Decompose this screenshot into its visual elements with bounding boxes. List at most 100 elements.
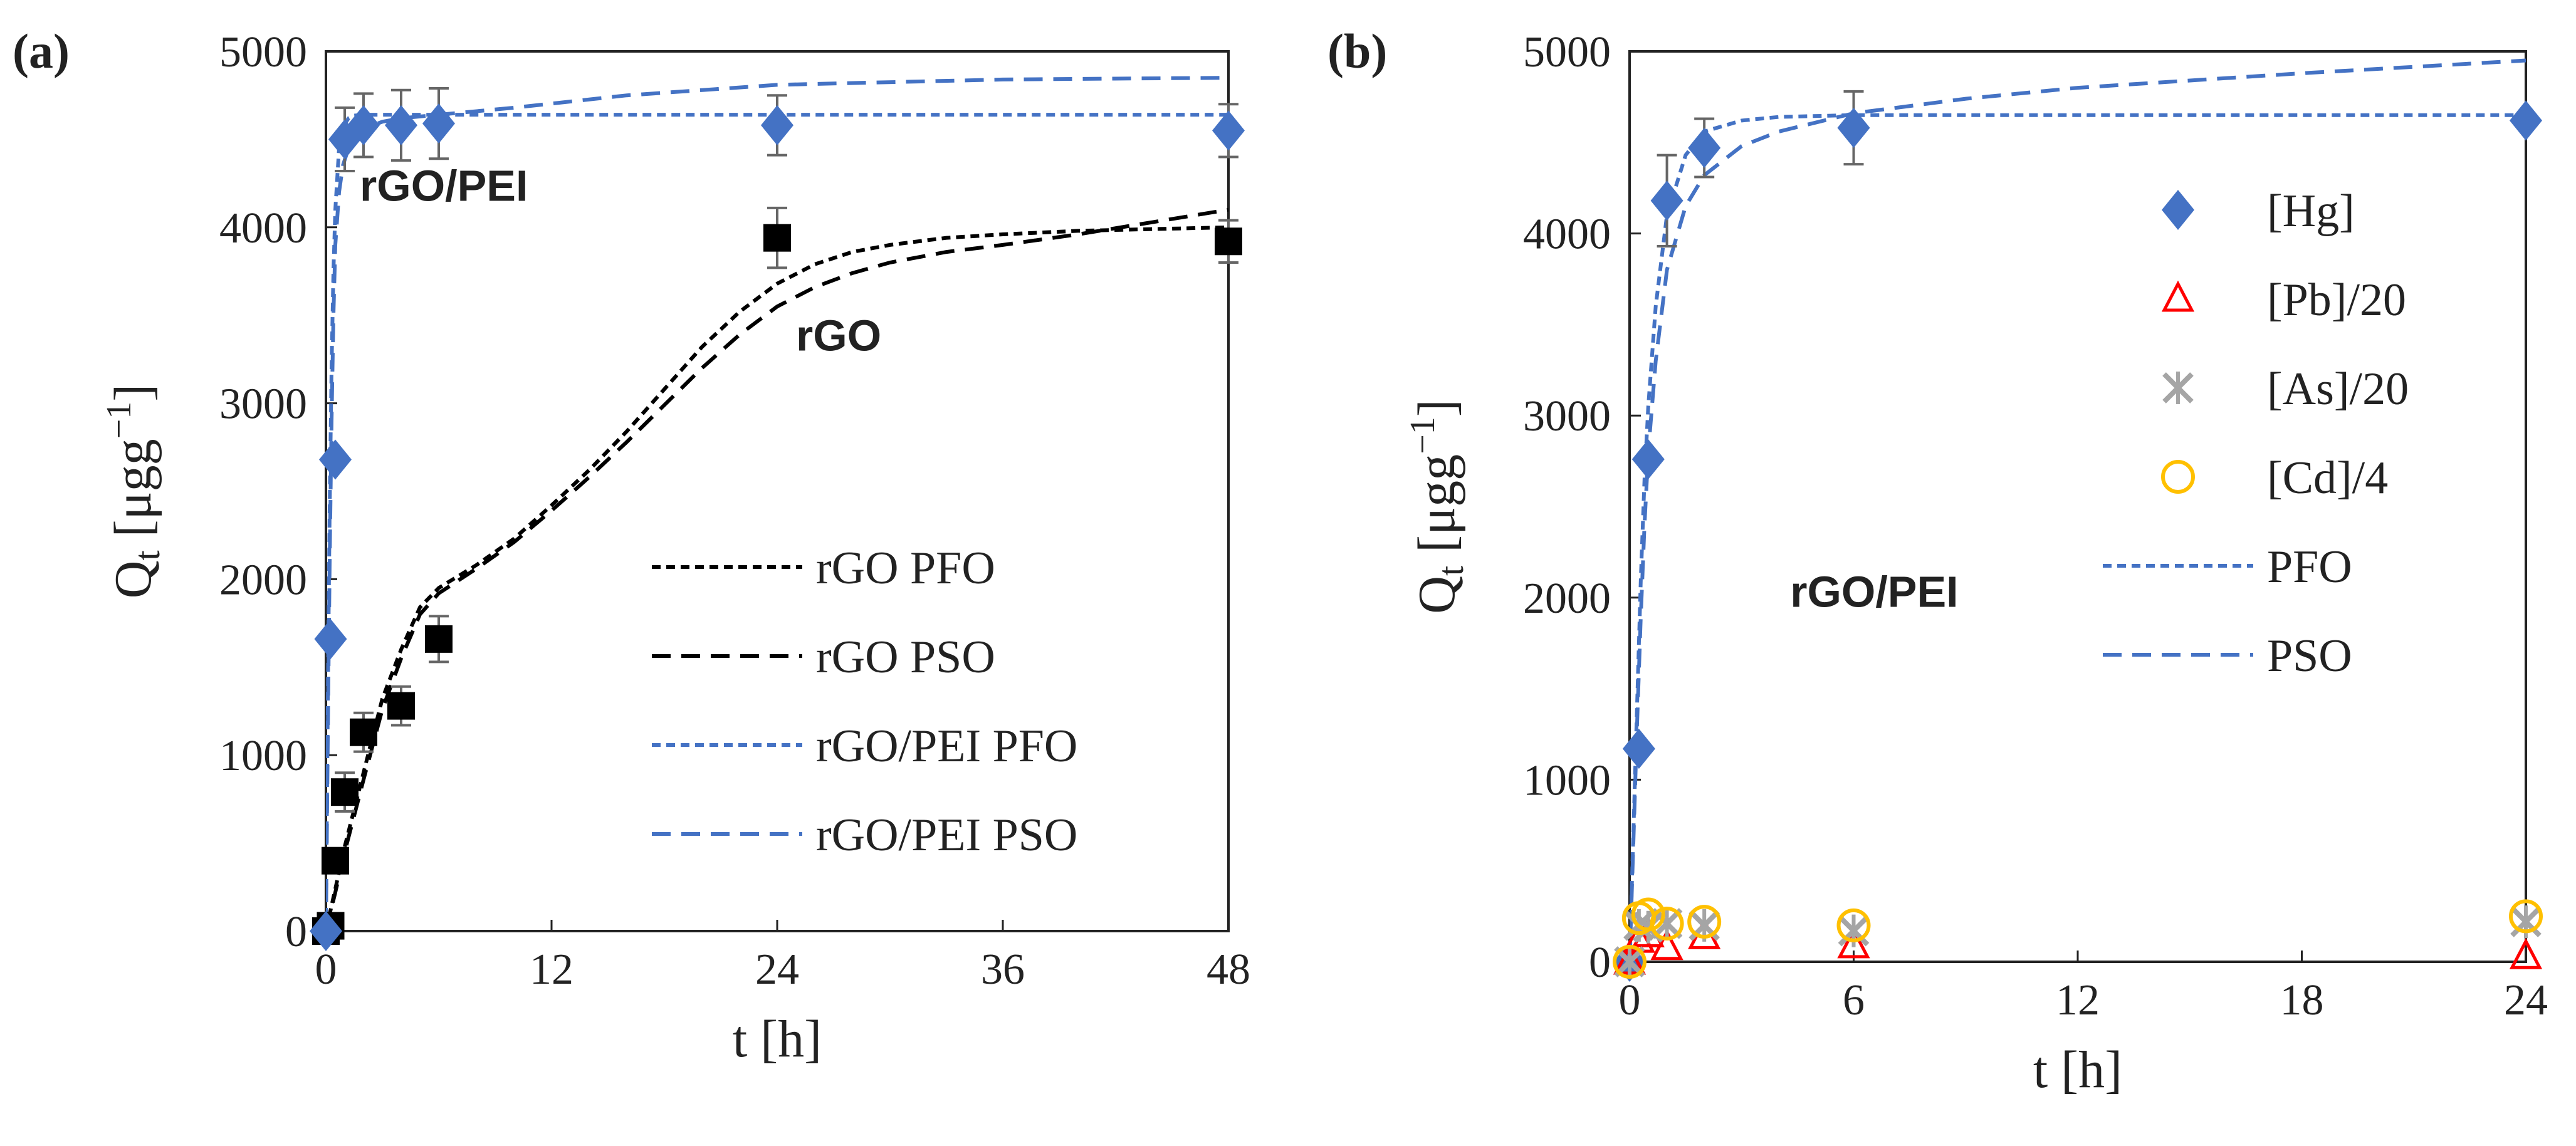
data-point [761,105,793,145]
y-axis-label-sup: −1 [100,402,139,439]
data-point [1215,227,1242,256]
series-line-pfo [1630,113,2526,962]
legend-swatch-marker [2162,372,2194,404]
data-point [1212,110,1245,151]
data-point [1650,906,1684,940]
legend-label: rGO/PEI PFO [816,721,1077,772]
data-point [2510,100,2542,141]
legend-entry: PSO [2103,630,2352,682]
y-tick-label: 1000 [1523,756,1611,805]
data-point [1631,439,1665,479]
data-point [385,105,417,145]
y-axis-label: Qt [μgg−1] [100,384,167,598]
series-points-rgo-pei [310,86,1245,951]
legend-swatch-marker [2162,190,2194,230]
x-axis-label: t [h] [733,1010,822,1068]
y-tick-label: 3000 [219,380,307,429]
data-point [387,692,415,720]
panel-label: (b) [1327,24,1387,78]
annotation-label: rGO [796,311,881,360]
legend-entry: rGO/PEI PSO [652,810,1077,861]
data-point [1614,945,1645,978]
data-point [347,105,380,145]
data-point [1631,897,1665,932]
legend-entry: rGO/PEI PFO [652,721,1077,772]
y-tick-label: 4000 [1523,211,1611,259]
series-line-rgo-pso [326,207,1228,931]
data-point [314,618,347,659]
legend-entry: PFO [2103,541,2352,593]
y-axis-label-unit: [μgg [1408,454,1466,566]
legend-entry: rGO PSO [652,632,995,683]
legend-label: [Cd]/4 [2267,452,2388,504]
data-point [1837,927,1870,959]
y-axis-label: Qt [μgg−1] [1403,399,1471,613]
x-tick-label: 48 [1207,945,1250,994]
data-point [1613,945,1647,979]
y-tick-label: 2000 [219,556,307,604]
panel-b: (b) 0 1000 2000 3000 4000 5000 0 6 12 18 24 t [h] Qt … [1327,24,2548,1099]
y-axis-label-main: Q [104,561,162,599]
data-point [1650,180,1683,221]
data-point [1651,907,1683,940]
legend-entry: rGO PFO [652,543,995,594]
legend-label: PFO [2267,541,2352,593]
panel-label: (a) [13,24,70,78]
data-point [331,778,359,806]
y-tick-label: 4000 [219,204,307,253]
data-point [2509,899,2543,934]
y-tick-label: 0 [1589,939,1611,987]
data-point [2509,937,2543,969]
series-line-rgo-pei-pfo [326,113,1228,931]
data-point [1836,908,1871,942]
y-tick-label: 2000 [1523,575,1611,623]
y-axis-label-sub: t [1430,566,1471,576]
panel-a: (a) 0 1000 2000 3000 4000 5000 0 12 24 36 48 t [h] Qt… [13,24,1250,1068]
legend: [Hg] [Pb]/20 [As]/20 [Cd]/4 PFO PSO [2103,185,2409,682]
series-points--pb-20 [1613,916,2543,975]
data-point [319,439,352,480]
legend-entry: [Cd]/4 [2161,452,2388,504]
data-point [322,846,349,875]
legend: rGO PFO rGO PSO rGO/PEI PFO rGO/PEI PSO [652,543,1077,861]
data-point [1650,929,1683,961]
x-tick-label: 12 [2056,976,2100,1024]
legend-entry: [Pb]/20 [2161,274,2406,326]
data-point [1837,108,1870,148]
legend-label: [Pb]/20 [2267,274,2406,326]
y-tick-label: 0 [285,908,307,956]
plot-frame [1628,50,2527,963]
y-axis-label-unit: [μgg [104,439,162,550]
legend-label: PSO [2267,630,2352,682]
legend-entry: [As]/20 [2162,363,2409,415]
series-line-rgo-pfo [326,225,1228,931]
legend-label: rGO PSO [816,632,995,683]
x-tick-label: 24 [2504,976,2548,1024]
legend-label: rGO PFO [816,543,995,594]
annotation-label: rGO/PEI [360,162,528,211]
y-axis-label-end: ] [104,384,162,402]
data-point [422,103,455,144]
x-tick-label: 18 [2280,976,2324,1024]
x-axis-label: t [h] [2033,1041,2122,1099]
x-tick-label: 0 [315,945,337,994]
data-point [1687,905,1722,939]
x-tick-label: 36 [981,945,1025,994]
legend-swatch-marker [2161,280,2195,312]
data-point [1622,728,1655,769]
data-point [1688,128,1721,169]
data-point [310,911,342,951]
y-axis-label-main: Q [1408,576,1466,614]
y-tick-label: 5000 [219,28,307,76]
series-points--cd-4 [1613,897,2543,979]
y-axis-label-end: ] [1408,399,1466,417]
y-axis-label-sub: t [127,550,167,560]
x-tick-label: 12 [530,945,573,994]
data-point [763,224,791,252]
y-tick-label: 5000 [1523,28,1611,76]
x-tick-label: 24 [755,945,799,994]
series-line-pso [1630,58,2526,962]
series-points--as-20 [1614,905,2542,978]
legend-label: [As]/20 [2267,363,2409,415]
